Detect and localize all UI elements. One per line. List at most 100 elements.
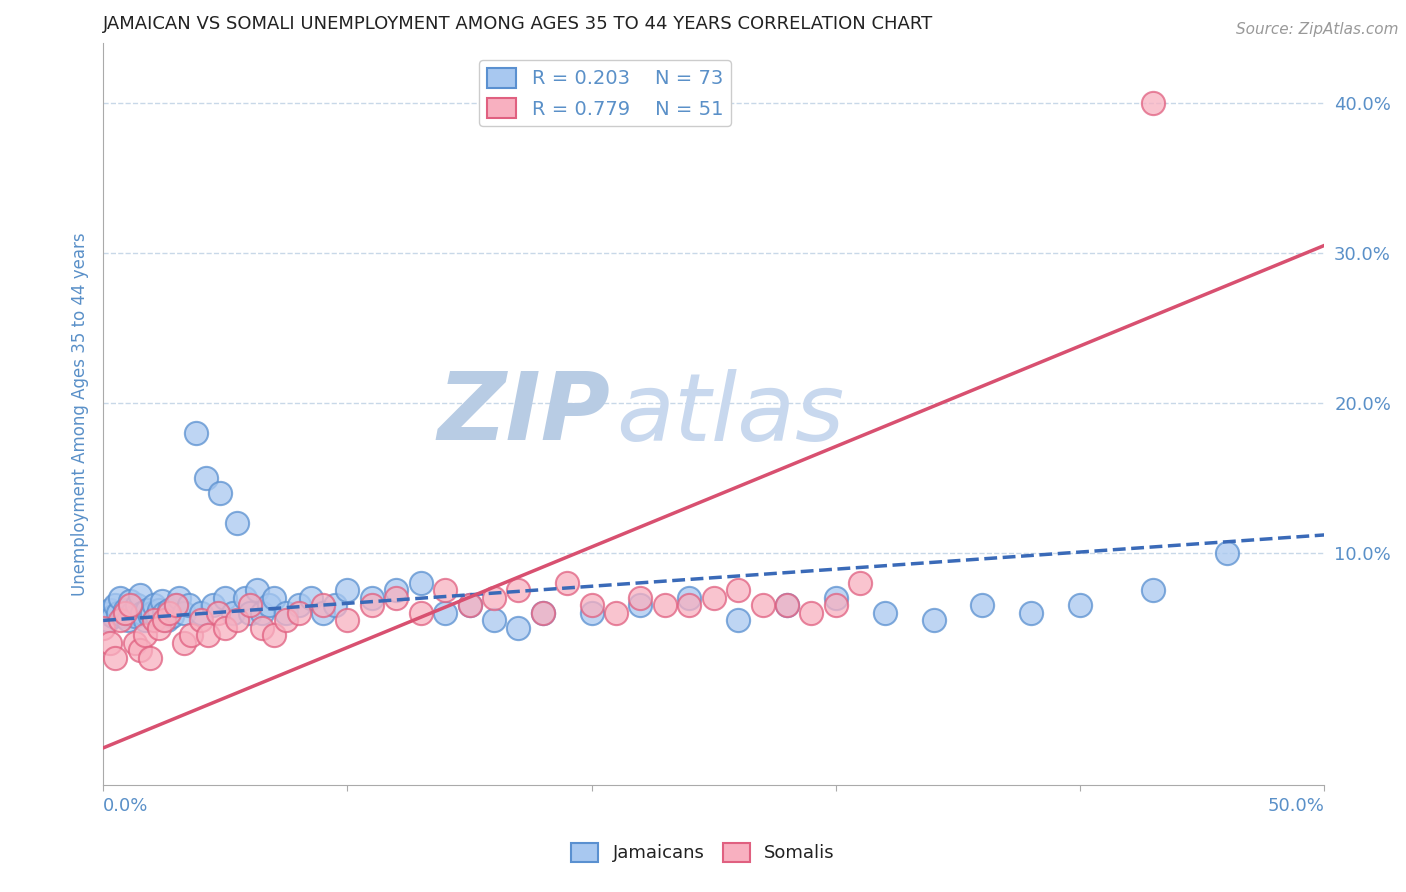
Point [202, 599, 225, 613]
Point [157, 606, 180, 620]
Point [276, 614, 298, 628]
Point [121, 606, 143, 620]
Point [678, 599, 700, 613]
Point [214, 621, 236, 635]
Point [110, 614, 132, 628]
Point [312, 599, 335, 613]
Point [922, 614, 945, 628]
Point [458, 599, 481, 613]
Point [360, 599, 382, 613]
Point [184, 425, 207, 440]
Point [1215, 546, 1237, 560]
Point [482, 591, 505, 605]
Point [800, 606, 823, 620]
Point [434, 583, 457, 598]
Point [114, 606, 136, 620]
Point [727, 614, 749, 628]
Point [214, 591, 236, 605]
Point [257, 599, 280, 613]
Point [434, 606, 457, 620]
Point [173, 636, 195, 650]
Legend: R = 0.203    N = 73, R = 0.779    N = 51: R = 0.203 N = 73, R = 0.779 N = 51 [479, 60, 731, 127]
Text: JAMAICAN VS SOMALI UNEMPLOYMENT AMONG AGES 35 TO 44 YEARS CORRELATION CHART: JAMAICAN VS SOMALI UNEMPLOYMENT AMONG AG… [103, 15, 934, 33]
Point [508, 621, 530, 635]
Text: ZIP: ZIP [437, 368, 610, 460]
Point [100, 636, 122, 650]
Point [194, 471, 217, 485]
Point [190, 614, 212, 628]
Point [276, 606, 298, 620]
Point [177, 599, 200, 613]
Text: 0.0%: 0.0% [103, 797, 149, 815]
Point [91, 606, 114, 620]
Y-axis label: Unemployment Among Ages 35 to 44 years: Unemployment Among Ages 35 to 44 years [72, 232, 89, 596]
Legend: Jamaicans, Somalis: Jamaicans, Somalis [564, 836, 842, 870]
Point [141, 606, 163, 620]
Point [207, 606, 229, 620]
Point [873, 606, 896, 620]
Point [776, 599, 799, 613]
Point [107, 606, 129, 620]
Point [148, 603, 170, 617]
Point [117, 614, 139, 628]
Point [336, 583, 359, 598]
Point [143, 614, 166, 628]
Point [531, 606, 554, 620]
Point [138, 609, 160, 624]
Point [173, 606, 195, 620]
Point [134, 628, 156, 642]
Point [110, 591, 132, 605]
Point [630, 591, 652, 605]
Point [148, 621, 170, 635]
Point [555, 576, 578, 591]
Point [136, 603, 159, 617]
Point [581, 606, 603, 620]
Text: atlas: atlas [616, 368, 845, 459]
Point [153, 606, 176, 620]
Point [287, 606, 309, 620]
Point [250, 621, 273, 635]
Point [751, 599, 773, 613]
Point [156, 614, 179, 628]
Point [111, 609, 134, 624]
Text: Source: ZipAtlas.com: Source: ZipAtlas.com [1236, 22, 1399, 37]
Point [226, 614, 249, 628]
Point [385, 583, 408, 598]
Point [678, 591, 700, 605]
Point [605, 606, 627, 620]
Point [209, 486, 232, 500]
Point [263, 591, 285, 605]
Point [124, 609, 146, 624]
Point [128, 588, 150, 602]
Point [160, 609, 183, 624]
Point [482, 614, 505, 628]
Point [226, 516, 249, 530]
Point [972, 599, 994, 613]
Point [118, 594, 141, 608]
Point [233, 591, 256, 605]
Point [409, 606, 432, 620]
Point [128, 643, 150, 657]
Point [127, 599, 149, 613]
Point [849, 576, 872, 591]
Point [246, 583, 269, 598]
Point [118, 599, 141, 613]
Point [360, 591, 382, 605]
Point [101, 609, 124, 624]
Point [143, 599, 166, 613]
Point [825, 599, 848, 613]
Point [221, 606, 243, 620]
Point [165, 599, 187, 613]
Point [336, 614, 359, 628]
Point [1142, 583, 1164, 598]
Text: 50.0%: 50.0% [1268, 797, 1324, 815]
Point [153, 614, 176, 628]
Point [167, 591, 190, 605]
Point [138, 651, 160, 665]
Point [581, 599, 603, 613]
Point [250, 606, 273, 620]
Point [100, 603, 122, 617]
Point [508, 583, 530, 598]
Point [124, 636, 146, 650]
Point [91, 621, 114, 635]
